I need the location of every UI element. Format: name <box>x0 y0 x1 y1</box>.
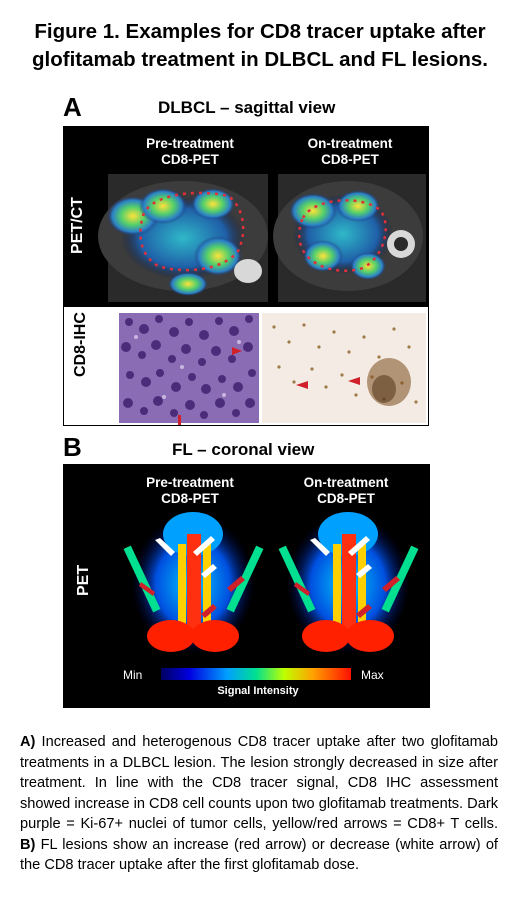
on-treatment-pet-image <box>278 512 419 654</box>
panel-a-on-label-line1: On-treatment <box>307 136 393 151</box>
panel-a-on-label: On-treatment CD8-PET <box>285 136 415 168</box>
figure-title-line2: glofitamab treatment in DLBCL and FL les… <box>32 48 488 71</box>
panel-b-letter: B <box>63 432 82 462</box>
panel-b-pre-label: Pre-treatment CD8-PET <box>125 475 255 507</box>
figure-caption: A) Increased and heterogenous CD8 tracer… <box>20 732 498 876</box>
on-treatment-petct-image <box>273 174 426 302</box>
panel-a-petct-images <box>98 174 426 302</box>
panel-b-on-label-line2: CD8-PET <box>317 491 375 506</box>
panel-b-pre-label-line1: Pre-treatment <box>146 475 234 490</box>
panel-a-heading: DLBCL – sagittal view <box>158 98 336 117</box>
scale-title: Signal Intensity <box>217 685 299 697</box>
panel-a-pre-label-line2: CD8-PET <box>161 152 219 167</box>
caption-a-text: Increased and heterogenous CD8 tracer up… <box>20 734 498 832</box>
panel-a-ihc-box: CD8-IHC <box>63 306 429 426</box>
panel-b-heading: FL – coronal view <box>172 440 315 459</box>
caption-b-marker: B) <box>20 836 36 853</box>
pre-treatment-ihc-image <box>119 313 259 425</box>
panel-b-on-label-line1: On-treatment <box>303 475 389 490</box>
pre-treatment-petct-image <box>98 174 268 302</box>
pre-treatment-pet-image <box>123 512 264 654</box>
caption-b-text: FL lesions show an increase (red arrow) … <box>20 836 498 874</box>
caption-a-marker: A) <box>20 734 36 750</box>
panel-b-pet-box: Pre-treatment CD8-PET On-treatment CD8-P… <box>63 464 430 708</box>
panel-b-pre-label-line2: CD8-PET <box>161 491 219 506</box>
scale-max-label: Max <box>361 668 384 682</box>
panel-b-on-label: On-treatment CD8-PET <box>281 475 411 507</box>
signal-intensity-colorbar <box>161 668 351 680</box>
scale-min-label: Min <box>123 668 143 682</box>
panel-a-on-label-line2: CD8-PET <box>321 152 379 167</box>
panel-a-pre-label: Pre-treatment CD8-PET <box>125 136 255 168</box>
panel-a-pre-label-line1: Pre-treatment <box>146 136 234 151</box>
panel-a-letter: A <box>63 92 82 122</box>
panel-a-petct-box: Pre-treatment CD8-PET On-treatment CD8-P… <box>63 126 429 306</box>
figure-title-line1: Figure 1. Examples for CD8 tracer uptake… <box>34 20 486 43</box>
figure-title: Figure 1. Examples for CD8 tracer uptake… <box>0 18 520 74</box>
panel-a-ihc-images <box>119 313 426 425</box>
panel-b-pet-images <box>123 512 419 680</box>
on-treatment-ihc-image <box>262 313 426 423</box>
